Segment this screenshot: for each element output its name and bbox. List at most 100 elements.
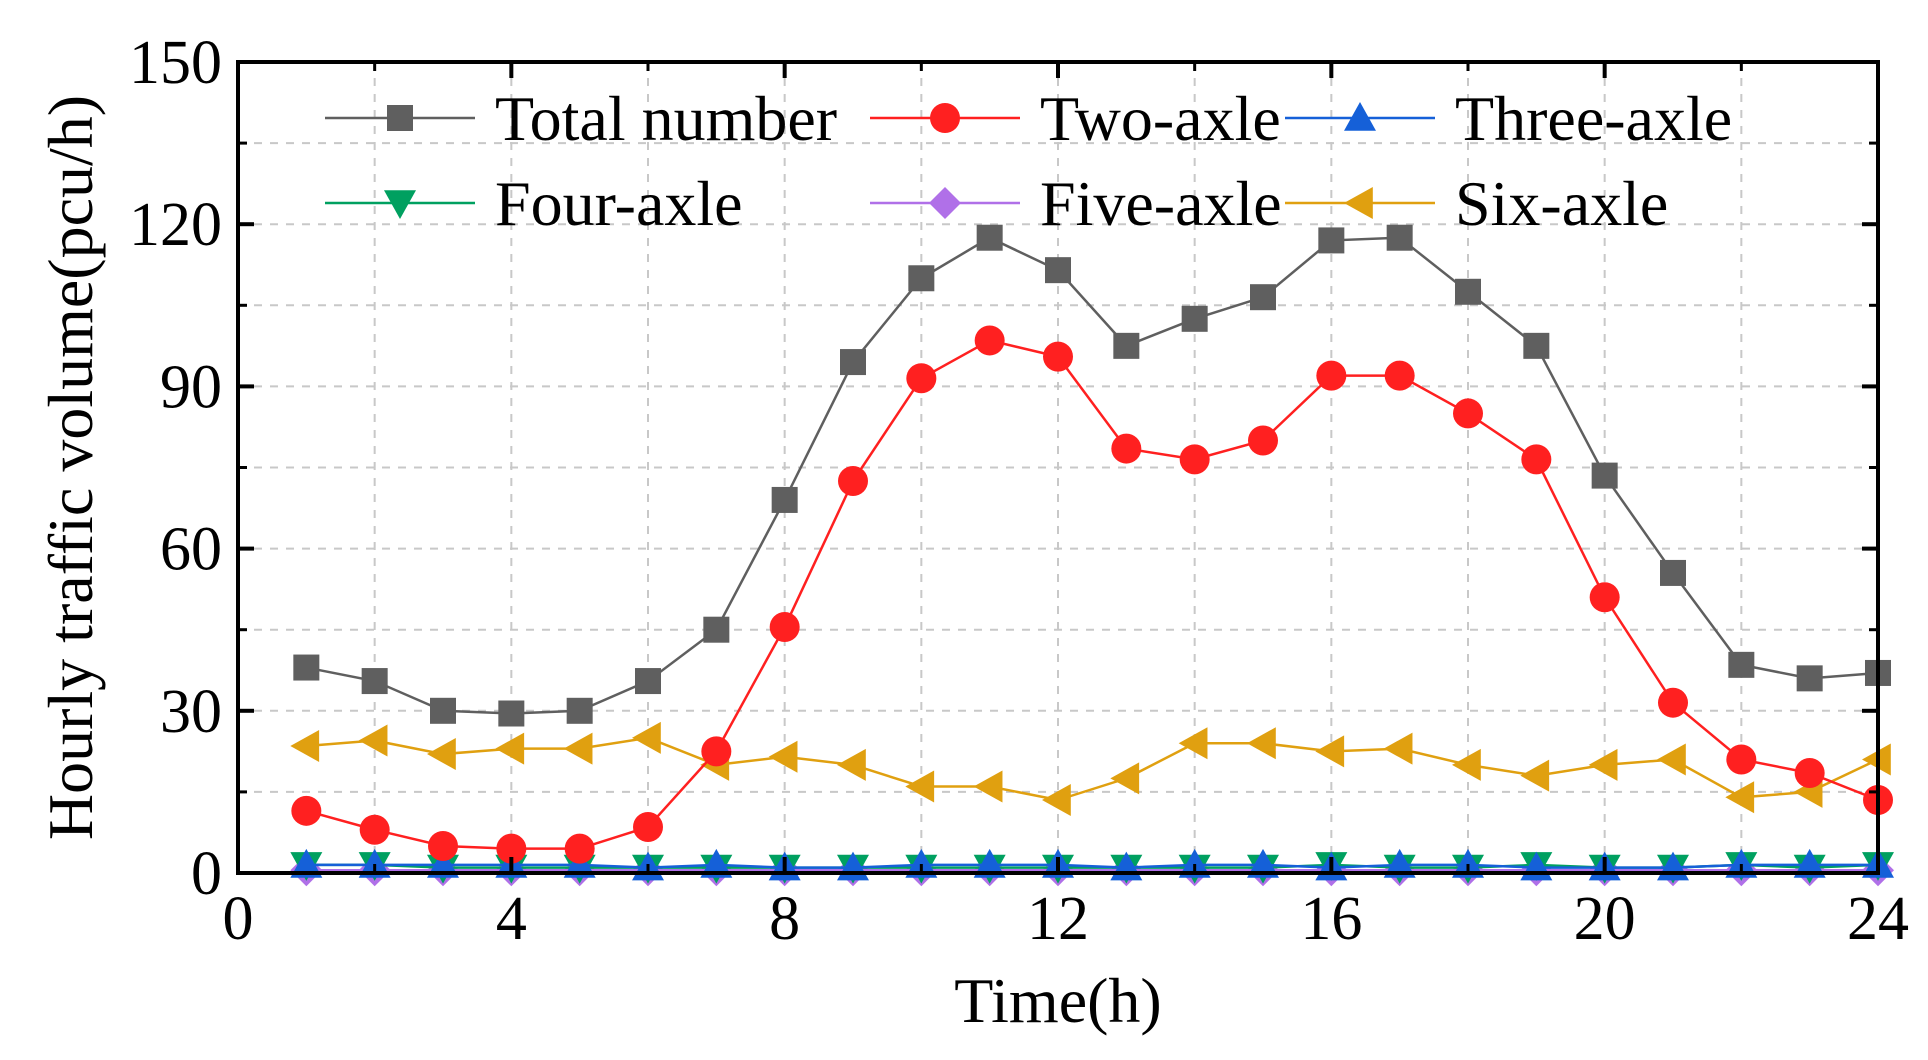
data-point-total-number <box>1591 462 1618 489</box>
series-line-six-axle <box>306 736 1879 802</box>
data-point-six-axle <box>1452 748 1481 781</box>
data-point-total-number <box>840 349 866 376</box>
data-point-total-number <box>430 697 456 724</box>
y-tick-label: 30 <box>160 678 222 746</box>
data-point-six-axle <box>1042 784 1071 817</box>
data-point-two-axle <box>1384 360 1415 391</box>
data-point-two-axle <box>1111 433 1142 464</box>
legend-item-five-axle: Five-axle <box>870 168 1282 239</box>
data-point-two-axle <box>564 833 595 864</box>
data-point-total-number <box>498 700 525 727</box>
data-point-two-axle <box>1043 341 1073 372</box>
x-tick-label: 24 <box>1847 885 1909 953</box>
series-layer <box>290 224 1894 887</box>
data-point-six-axle <box>1657 743 1686 776</box>
data-point-two-axle <box>1658 687 1688 718</box>
series-five-axle <box>290 854 1894 887</box>
data-point-two-axle <box>1726 744 1757 775</box>
data-point-two-axle <box>496 833 527 864</box>
data-point-total-number <box>293 654 320 681</box>
data-point-total-number <box>771 486 798 513</box>
series-six-axle <box>290 721 1891 817</box>
legend-item-six-axle: Six-axle <box>1285 168 1668 239</box>
data-point-total-number <box>1660 559 1686 586</box>
legend-marker-four-axle <box>384 190 416 219</box>
series-three-axle <box>290 848 1894 881</box>
data-point-six-axle <box>495 732 525 765</box>
data-point-two-axle <box>701 736 732 767</box>
data-point-six-axle <box>427 738 456 771</box>
data-point-six-axle <box>1588 748 1618 781</box>
legend-item-total-number: Total number <box>325 83 837 154</box>
data-point-three-axle <box>1247 848 1279 878</box>
data-point-three-axle <box>427 848 459 878</box>
data-point-total-number <box>1455 278 1481 305</box>
data-point-two-axle <box>1521 444 1552 475</box>
data-point-total-number <box>1045 257 1071 284</box>
data-point-six-axle <box>632 721 661 754</box>
y-axis-title: Hourly traffic volume(pcu/h) <box>35 95 106 840</box>
data-point-six-axle <box>358 724 388 757</box>
data-point-two-axle <box>1453 398 1483 429</box>
data-point-two-axle <box>359 814 390 845</box>
data-point-six-axle <box>1110 762 1140 795</box>
data-point-two-axle <box>1316 360 1347 391</box>
y-tick-label: 120 <box>129 191 222 259</box>
data-point-two-axle <box>1248 425 1278 456</box>
data-point-three-axle <box>1793 848 1826 878</box>
data-point-three-axle <box>1725 848 1758 878</box>
data-point-three-axle <box>290 848 323 878</box>
data-point-three-axle <box>973 848 1006 878</box>
data-point-total-number <box>566 697 593 724</box>
data-point-six-axle <box>1383 732 1413 765</box>
data-point-two-axle <box>633 812 663 843</box>
legend-label-five-axle: Five-axle <box>1040 168 1282 239</box>
data-point-two-axle <box>1179 444 1210 475</box>
series-line-two-axle <box>305 339 1879 850</box>
x-tick-label: 8 <box>769 885 800 953</box>
data-point-six-axle <box>563 732 593 765</box>
data-point-total-number <box>635 668 661 695</box>
data-point-two-axle <box>1794 757 1825 788</box>
y-tick-label: 60 <box>160 516 222 584</box>
data-point-two-axle <box>1589 582 1620 613</box>
data-point-six-axle <box>1247 727 1276 760</box>
data-point-six-axle <box>905 770 935 803</box>
data-point-three-axle <box>700 848 733 878</box>
legend-marker-total-number <box>387 105 413 131</box>
data-point-total-number <box>703 616 730 643</box>
data-point-six-axle <box>1725 781 1755 814</box>
data-point-total-number <box>1796 665 1823 692</box>
data-point-six-axle <box>973 770 1003 803</box>
legend-marker-three-axle <box>1344 102 1376 131</box>
legend: Total number Two-axle Three-axle Four-axle F… <box>325 83 1732 239</box>
x-tick-label: 16 <box>1300 885 1362 953</box>
data-point-total-number <box>1113 332 1140 359</box>
data-point-total-number <box>1523 332 1550 359</box>
data-point-total-number <box>1250 284 1276 311</box>
y-tick-label: 90 <box>160 353 222 421</box>
data-point-six-axle <box>290 729 320 762</box>
x-tick-label: 20 <box>1574 885 1636 953</box>
legend-label-four-axle: Four-axle <box>495 168 743 239</box>
ticks: 0 4 8 12 16 20 24 0 30 60 90 120 150 <box>129 29 1909 953</box>
data-point-three-axle <box>1383 848 1416 878</box>
legend-label-three-axle: Three-axle <box>1455 83 1732 154</box>
series-total-number <box>293 224 1891 727</box>
legend-item-three-axle: Three-axle <box>1285 83 1732 154</box>
series-two-axle <box>291 325 1893 864</box>
data-point-total-number <box>976 224 1003 251</box>
data-point-two-axle <box>906 363 937 394</box>
data-point-total-number <box>1386 224 1413 251</box>
data-point-six-axle <box>1315 735 1345 768</box>
legend-marker-two-axle <box>930 103 960 133</box>
x-axis-title: Time(h) <box>954 965 1161 1036</box>
x-tick-label: 4 <box>496 885 527 953</box>
legend-marker-five-axle <box>929 187 961 219</box>
data-point-total-number <box>1318 227 1345 254</box>
data-point-two-axle <box>428 830 458 861</box>
data-point-total-number <box>1181 305 1208 332</box>
data-point-total-number <box>1728 651 1755 678</box>
